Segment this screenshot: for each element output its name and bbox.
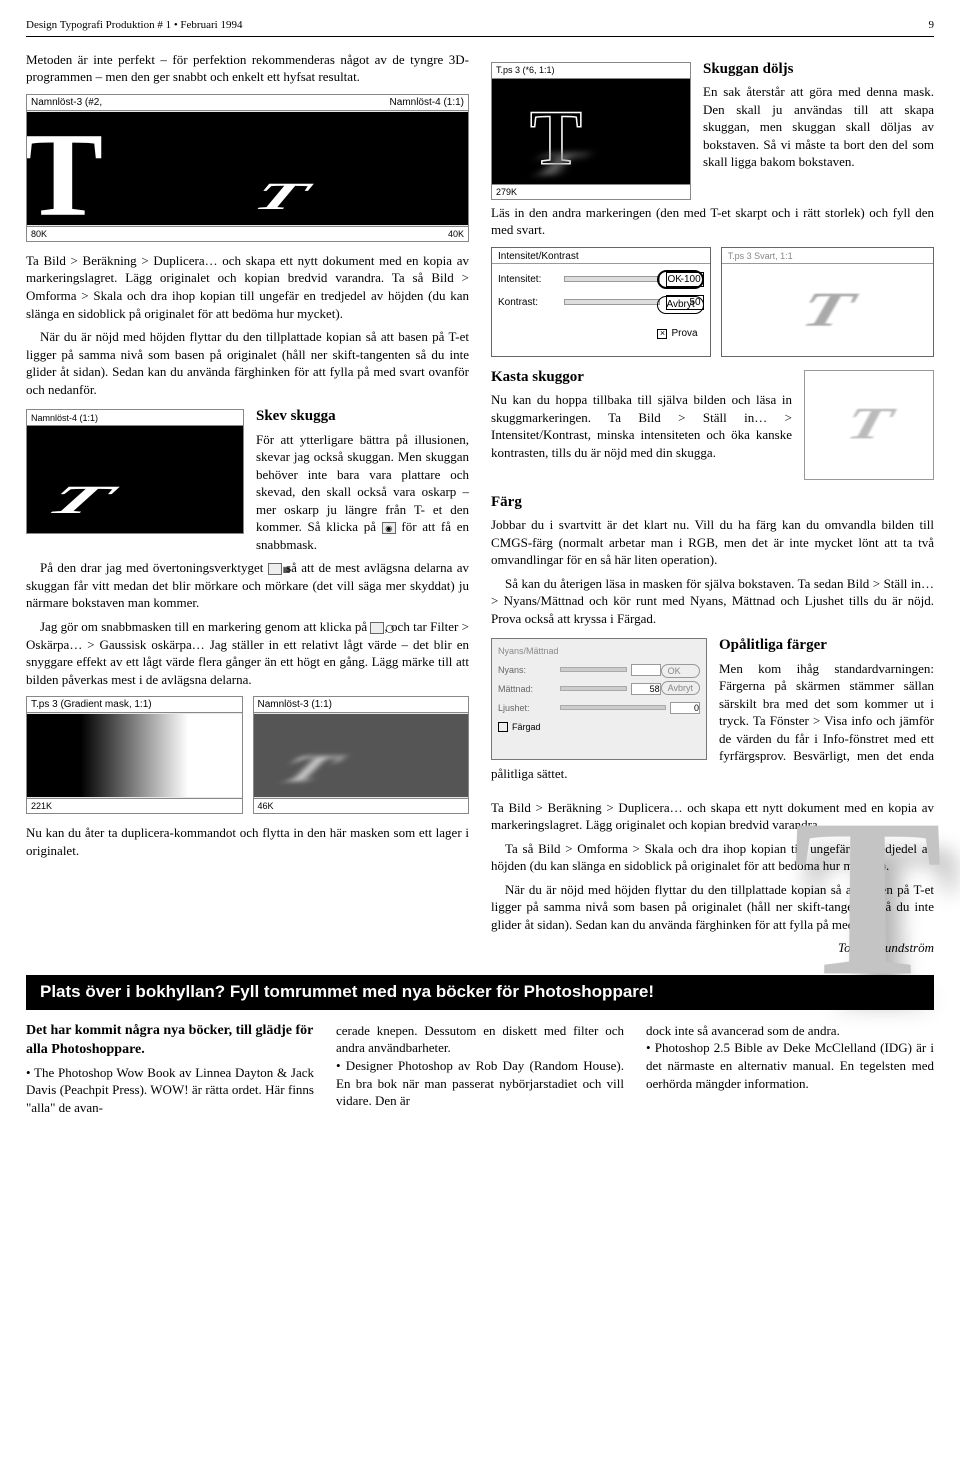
bottom-lead: Det har kommit några nya böcker, till gl… [26,1022,314,1060]
intensity-label: Intensitet: [498,273,558,287]
cancel-button[interactable]: Avbryt [657,296,703,314]
figure-gradient-mask: T.ps 3 (Gradient mask, 1:1) 221K [26,696,243,814]
fig-status-b: 40K [448,228,464,240]
figure-namnlost3: Namnlöst-3 (#2,Namnlöst-4 (1:1) T T 80K4… [26,94,469,242]
paragraph-repeat-3: När du är nöjd med höjden flyttar du den… [491,881,934,934]
fig-skuggan-title: T.ps 3 (*6, 1:1) [496,64,555,76]
saturation-value[interactable] [631,683,661,695]
shadow-t-small: T [832,395,905,455]
fig-title-b: Namnlöst-4 (1:1) [390,96,464,110]
hue-label: Nyans: [498,664,556,676]
figure-skuggan: T.ps 3 (*6, 1:1) T T 279K [491,62,691,200]
figure-kasta: T [804,370,934,480]
preview-checkbox-label: Prova [671,327,697,341]
letter-t-graphic: T [26,94,103,242]
fig2-title-b: Namnlöst-3 (1:1) [258,698,332,712]
hue-cancel-button[interactable]: Avbryt [661,681,700,695]
preview-window: T.ps 3 Svart, 1:1 T [721,247,934,357]
shadow-t-preview: T [785,277,870,343]
paragraph-3: På den drar jag med övertoningsverktyget… [26,559,469,612]
hue-value[interactable] [631,664,661,676]
lightness-label: Ljushet: [498,702,556,714]
standard-mode-icon[interactable]: ◯ [370,622,384,634]
bottom-col-3: dock inte så avancerad som de andra. • P… [646,1022,934,1116]
letter-t-skewed: T [235,171,325,223]
promo-band: Plats över i bokhyllan? Fyll tomrummet m… [26,975,934,1010]
intensity-slider[interactable] [564,276,660,282]
figure-skev: Namnlöst-4 (1:1) T [26,409,244,534]
hue-slider[interactable] [560,667,627,672]
lightness-value[interactable] [670,702,700,714]
left-column: Metoden är inte perfekt – för perfektion… [26,51,469,957]
fig2-status-a: 221K [31,800,52,812]
paragraph-skuggan-2: Läs in den andra markeringen (den med T-… [491,204,934,239]
bottom-text-1: • The Photoshop Wow Book av Linnea Dayto… [26,1065,314,1115]
paragraph-1: Ta Bild > Beräkning > Duplicera… och ska… [26,252,469,322]
bottom-col-1: Det har kommit några nya böcker, till gl… [26,1022,314,1116]
bottom-col-2: cerade knepen. Dessutom en diskett med f… [336,1022,624,1116]
paragraph-4: Jag gör om snabbmasken till en markering… [26,618,469,688]
hue-ok-button[interactable]: OK [661,664,700,678]
contrast-label: Kontrast: [498,296,558,310]
fig-status-a: 80K [31,228,47,240]
letter-t-skewed-2: T [26,473,136,527]
bottom-columns: Det har kommit några nya böcker, till gl… [26,1022,934,1116]
heading-farg: Färg [491,492,934,512]
page-number: 9 [929,18,935,33]
byline: Tommy Sundström [491,939,934,957]
quickmask-icon[interactable]: ◉ [382,522,396,534]
intro-paragraph: Metoden är inte perfekt – för perfektion… [26,51,469,86]
fig2-title-a: T.ps 3 (Gradient mask, 1:1) [31,698,152,712]
saturation-label: Mättnad: [498,683,556,695]
lightness-slider[interactable] [560,705,666,710]
preview-title: T.ps 3 Svart, 1:1 [722,248,933,264]
contrast-slider[interactable] [564,299,660,305]
figure-row-2: T.ps 3 (Gradient mask, 1:1) 221K Namnlös… [26,696,469,814]
paragraph-farg-1: Jobbar du i svartvitt är det klart nu. V… [491,516,934,569]
paragraph-2: När du är nöjd med höjden flyttar du den… [26,328,469,398]
fig-skuggan-status: 279K [496,186,517,198]
dialog-row: Intensitet/Kontrast Intensitet: Kontrast… [491,247,934,357]
header-left: Design Typografi Produktion # 1 • Februa… [26,18,242,33]
gradient-tool-icon[interactable]: ▦ [268,563,282,575]
running-header: Design Typografi Produktion # 1 • Februa… [26,18,934,37]
saturation-slider[interactable] [560,686,627,691]
fig2-status-b: 46K [258,800,274,812]
figure-row-1: Namnlöst-3 (#2,Namnlöst-4 (1:1) T T 80K4… [26,94,469,242]
colorize-label: Färgad [512,721,541,733]
fig-skev-title: Namnlöst-4 (1:1) [31,412,98,424]
right-column: T.ps 3 (*6, 1:1) T T 279K Skuggan döljs … [491,51,934,957]
paragraph-farg-2: Så kan du återigen läsa in masken för sj… [491,575,934,628]
paragraph-5: Nu kan du åter ta duplicera-kommandot oc… [26,824,469,859]
letter-t-blurred: T [260,743,359,795]
preview-checkbox[interactable]: × [657,329,667,339]
figure-blurred-t: Namnlöst-3 (1:1) T 46K [253,696,470,814]
paragraph-repeat-2: Ta så Bild > Omforma > Skala och dra iho… [491,840,934,875]
hue-dialog-title: Nyans/Mättnad [498,645,700,657]
paragraph-repeat-1: Ta Bild > Beräkning > Duplicera… och ska… [491,799,934,834]
dialog-title: Intensitet/Kontrast [492,248,710,264]
hue-saturation-dialog: Nyans/Mättnad OK Avbryt Nyans: Mättnad: … [491,638,707,760]
ok-button[interactable]: OK [657,270,703,290]
colorize-checkbox[interactable] [498,722,508,732]
intensity-contrast-dialog: Intensitet/Kontrast Intensitet: Kontrast… [491,247,711,357]
